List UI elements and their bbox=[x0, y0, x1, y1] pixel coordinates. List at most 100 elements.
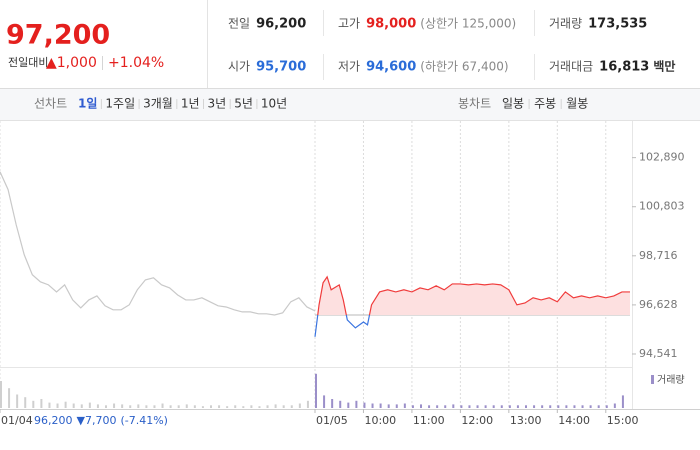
price-line bbox=[0, 171, 316, 316]
legend-label: 거래량 bbox=[657, 374, 685, 386]
volume-bar bbox=[185, 404, 188, 408]
volume-bar bbox=[323, 395, 326, 408]
volume-bar bbox=[613, 403, 616, 408]
volume-bar bbox=[266, 405, 269, 408]
volume-bar bbox=[72, 403, 75, 408]
y-tick-label: 94,541 bbox=[639, 347, 678, 360]
volume-bar bbox=[32, 400, 35, 408]
volume-bar bbox=[516, 405, 519, 408]
stat-label: 시가 bbox=[228, 60, 250, 74]
volume-bar bbox=[500, 405, 503, 408]
volume-bar bbox=[444, 405, 447, 408]
volume-bar bbox=[387, 404, 390, 408]
volume-bar bbox=[242, 406, 245, 408]
candle-tab[interactable]: 일봉 bbox=[502, 97, 524, 111]
volume-bar bbox=[476, 405, 479, 408]
volume-bar bbox=[589, 405, 592, 408]
volume-bar bbox=[621, 395, 624, 408]
stat-note: (상한가 125,000) bbox=[420, 17, 516, 31]
y-tick-label: 98,716 bbox=[639, 249, 678, 262]
stat-value: 94,600 bbox=[366, 60, 416, 75]
volume-bar bbox=[549, 405, 552, 408]
x-tick-label: 12:00 bbox=[461, 414, 493, 427]
stat-label: 저가 bbox=[338, 60, 360, 74]
prev-summary-rate: (-7.41%) bbox=[120, 414, 168, 427]
stat-label: 거래량 bbox=[549, 17, 582, 31]
volume-bar bbox=[201, 406, 204, 408]
prev-summary-close: 96,200 bbox=[34, 414, 73, 427]
volume-bar bbox=[403, 403, 406, 408]
change-label: 전일대비 bbox=[8, 55, 48, 69]
stat-note: (하한가 67,400) bbox=[420, 60, 508, 74]
volume-bar bbox=[597, 405, 600, 408]
x-tick-label: 14:00 bbox=[558, 414, 590, 427]
volume-bar bbox=[468, 405, 471, 408]
change-rate: +1.04% bbox=[108, 55, 164, 71]
volume-bar bbox=[274, 404, 277, 408]
volume-bar bbox=[411, 405, 414, 408]
volume-bar bbox=[525, 405, 527, 408]
volume-bar bbox=[581, 405, 584, 408]
candle-tab[interactable]: 월봉 bbox=[566, 97, 588, 111]
volume-bar bbox=[169, 405, 172, 408]
period-tab[interactable]: 1일 bbox=[78, 97, 97, 111]
volume-bar bbox=[420, 404, 422, 408]
x-tick-label: 10:00 bbox=[364, 414, 396, 427]
volume-bar bbox=[145, 405, 148, 408]
period-tab[interactable]: 1년 bbox=[181, 97, 200, 111]
price-line bbox=[317, 275, 630, 315]
price-change: ▲1,000 bbox=[46, 55, 97, 71]
period-tab[interactable]: 10년 bbox=[261, 97, 287, 111]
candle-tab[interactable]: 주봉 bbox=[534, 97, 556, 111]
period-tab[interactable]: 5년 bbox=[234, 97, 253, 111]
price-line bbox=[314, 314, 371, 337]
y-tick-label: 96,628 bbox=[639, 298, 678, 311]
volume-bar bbox=[557, 405, 560, 408]
period-tab[interactable]: 1주일 bbox=[105, 97, 135, 111]
x-tick-label: 15:00 bbox=[607, 414, 639, 427]
x-tick-label: 01/04 bbox=[1, 414, 33, 427]
line-chart-label: 선차트 bbox=[34, 97, 67, 111]
volume-bar bbox=[428, 405, 431, 408]
volume-bar bbox=[533, 405, 536, 408]
volume-bar bbox=[379, 403, 382, 408]
volume-bar bbox=[290, 405, 293, 408]
volume-bar bbox=[153, 405, 156, 408]
volume-bar bbox=[137, 404, 140, 408]
volume-bar bbox=[565, 405, 568, 408]
volume-bar bbox=[48, 402, 51, 408]
volume-bar bbox=[306, 400, 309, 408]
volume-bar bbox=[460, 405, 463, 408]
volume-bar bbox=[226, 406, 229, 408]
stat-value: 173,535 bbox=[588, 17, 647, 32]
y-tick-label: 100,803 bbox=[639, 200, 685, 213]
volume-bar bbox=[88, 402, 91, 408]
stat-value: 96,200 bbox=[256, 17, 306, 32]
stat-value: 98,000 bbox=[366, 17, 416, 32]
volume-bar bbox=[258, 406, 261, 408]
volume-bar bbox=[492, 405, 495, 408]
legend-swatch bbox=[651, 375, 654, 384]
stat-label: 고가 bbox=[338, 17, 360, 31]
period-tab[interactable]: 3개월 bbox=[143, 97, 173, 111]
volume-bar bbox=[395, 404, 398, 408]
y-tick-label: 102,890 bbox=[639, 151, 685, 164]
stat-value: 16,813 bbox=[599, 60, 649, 75]
period-tab[interactable]: 3년 bbox=[208, 97, 227, 111]
volume-bar bbox=[331, 399, 334, 408]
volume-bar bbox=[452, 404, 455, 408]
volume-bar bbox=[64, 401, 67, 408]
volume-bar bbox=[541, 405, 544, 408]
volume-bar bbox=[161, 403, 164, 408]
volume-bar bbox=[298, 403, 301, 408]
volume-bar bbox=[210, 405, 212, 408]
volume-bar bbox=[573, 405, 576, 408]
stat-value: 95,700 bbox=[256, 60, 306, 75]
x-tick-label: 01/05 bbox=[316, 414, 348, 427]
stat-label: 전일 bbox=[228, 17, 250, 31]
volume-bar bbox=[96, 404, 99, 408]
volume-bar bbox=[80, 404, 83, 408]
volume-bar bbox=[129, 405, 132, 408]
volume-bar bbox=[0, 381, 2, 408]
